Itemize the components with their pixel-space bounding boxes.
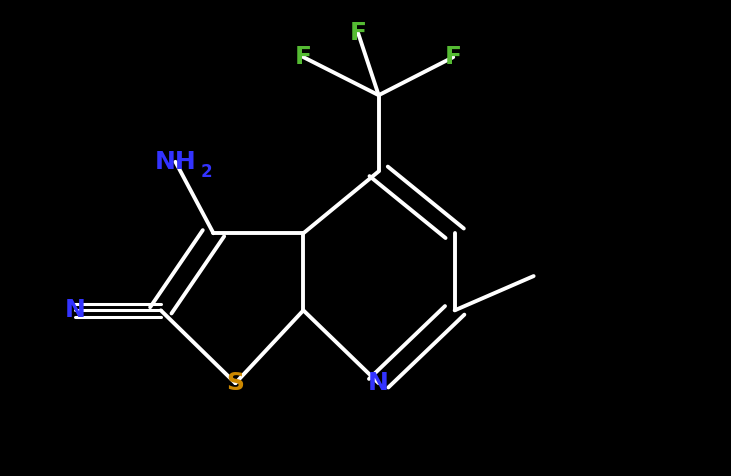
- Text: NH: NH: [154, 150, 197, 174]
- Text: N: N: [368, 371, 389, 395]
- Text: S: S: [227, 371, 244, 395]
- Text: N: N: [65, 298, 86, 322]
- Text: F: F: [444, 45, 462, 69]
- Text: 2: 2: [200, 163, 212, 181]
- Text: F: F: [295, 45, 312, 69]
- Text: F: F: [349, 21, 367, 45]
